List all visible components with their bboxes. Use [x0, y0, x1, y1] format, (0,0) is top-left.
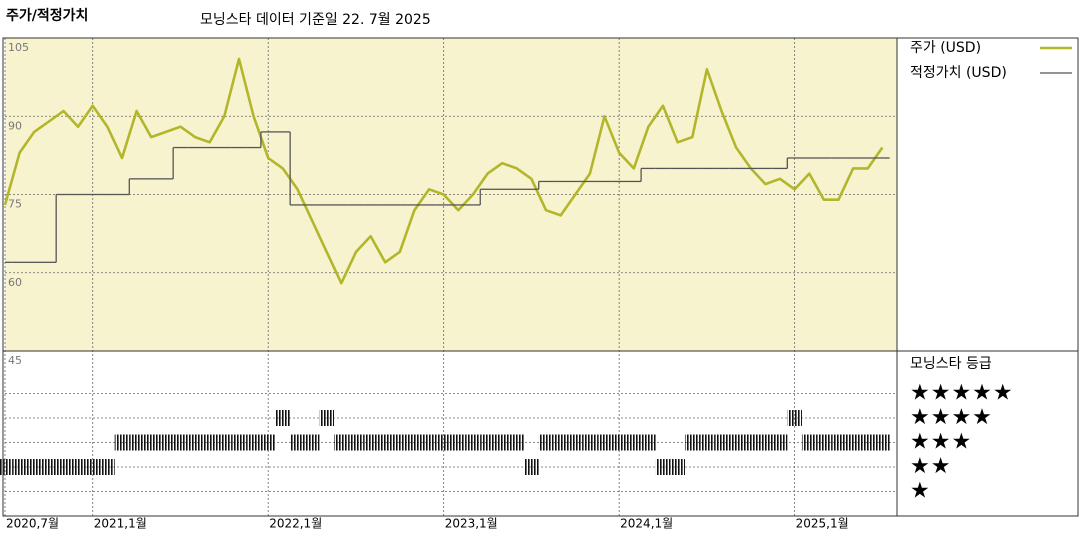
rating-bar: [714, 434, 729, 451]
rating-bar: [319, 410, 335, 426]
rating-bar: [275, 410, 291, 426]
rating-bar: [260, 434, 276, 451]
rating-bar: [801, 434, 817, 451]
rating-bar: [845, 434, 861, 451]
rating-bar: [12, 459, 27, 475]
rating-bar: [158, 434, 174, 451]
rating-level-label: ★: [910, 479, 931, 504]
y-tick-label: 60: [8, 276, 22, 289]
rating-bar: [684, 434, 700, 451]
rating-bar: [597, 434, 612, 451]
rating-bar: [567, 434, 583, 451]
rating-level-label: ★★: [910, 454, 951, 479]
rating-bar: [304, 434, 320, 451]
x-tick-label: 2020,7월: [6, 517, 59, 531]
rating-level-label: ★★★★★: [910, 381, 1014, 406]
legend-label: 적정가치 (USD): [910, 65, 1007, 81]
rating-bar: [0, 459, 13, 475]
rating-bar: [407, 434, 422, 451]
rating-bar: [348, 434, 364, 451]
rating-bar: [553, 434, 568, 451]
rating-bar: [187, 434, 203, 451]
x-tick-label: 2022,1월: [269, 517, 322, 531]
rating-bar: [831, 434, 846, 451]
x-tick-label: 2023,1월: [445, 517, 498, 531]
rating-bar: [290, 434, 305, 451]
rating-bar: [641, 434, 656, 451]
y-tick-label: 75: [8, 198, 22, 211]
rating-bar: [860, 434, 876, 451]
x-tick-label: 2024,1월: [620, 517, 673, 531]
rating-bar: [26, 459, 42, 475]
rating-bar: [143, 434, 159, 451]
price-line: [3, 57, 884, 285]
rating-bar: [538, 434, 554, 451]
rating-bar: [377, 434, 393, 451]
rating-bar: [699, 434, 715, 451]
rating-bar: [70, 459, 86, 475]
rating-bar: [56, 459, 71, 475]
rating-bar: [363, 434, 378, 451]
rating-bar: [743, 434, 759, 451]
rating-bar: [465, 434, 481, 451]
rating-bar: [494, 434, 510, 451]
rating-bar: [655, 459, 671, 475]
rating-level-label: ★★★: [910, 430, 972, 455]
rating-bar: [334, 434, 349, 451]
rating-bar: [772, 434, 788, 451]
rating-bar: [41, 459, 57, 475]
rating-bar: [451, 434, 466, 451]
rating-bar: [421, 434, 437, 451]
rating-bar: [392, 434, 408, 451]
rating-bar: [114, 434, 130, 451]
x-tick-label: 2025,1월: [796, 517, 849, 531]
y-tick-label: 90: [8, 119, 22, 132]
rating-bar: [626, 434, 642, 451]
rating-bar: [787, 410, 802, 426]
legend-label: 주가 (USD): [910, 40, 981, 56]
chart-title: 주가/적정가치: [6, 7, 88, 24]
rating-bar: [728, 434, 744, 451]
rating-bar: [816, 434, 832, 451]
rating-bar: [202, 434, 218, 451]
rating-bar: [231, 434, 247, 451]
chart-subtitle: 모닝스타 데이터 기준일 22. 7월 2025: [200, 12, 431, 28]
frame: [2, 37, 1079, 517]
rating-bar: [875, 434, 890, 451]
rating-bar: [509, 434, 525, 451]
rating-bar: [129, 434, 144, 451]
rating-bar: [611, 434, 627, 451]
y-tick-label: 105: [8, 41, 29, 54]
rating-bar: [524, 459, 539, 475]
rating-bar: [670, 459, 685, 475]
rating-bar: [217, 434, 232, 451]
rating-bar: [173, 434, 188, 451]
rating-title: 모닝스타 등급: [910, 356, 992, 372]
rating-bar: [436, 434, 451, 451]
rating-bar: [85, 459, 101, 475]
rating-bar: [100, 459, 115, 475]
y-tick-label: 45: [8, 354, 22, 367]
rating-bar: [480, 434, 495, 451]
x-tick-label: 2021,1월: [94, 517, 147, 531]
rating-bar: [758, 434, 773, 451]
rating-bar: [582, 434, 598, 451]
rating-bar: [246, 434, 261, 451]
rating-level-label: ★★★★: [910, 405, 993, 430]
